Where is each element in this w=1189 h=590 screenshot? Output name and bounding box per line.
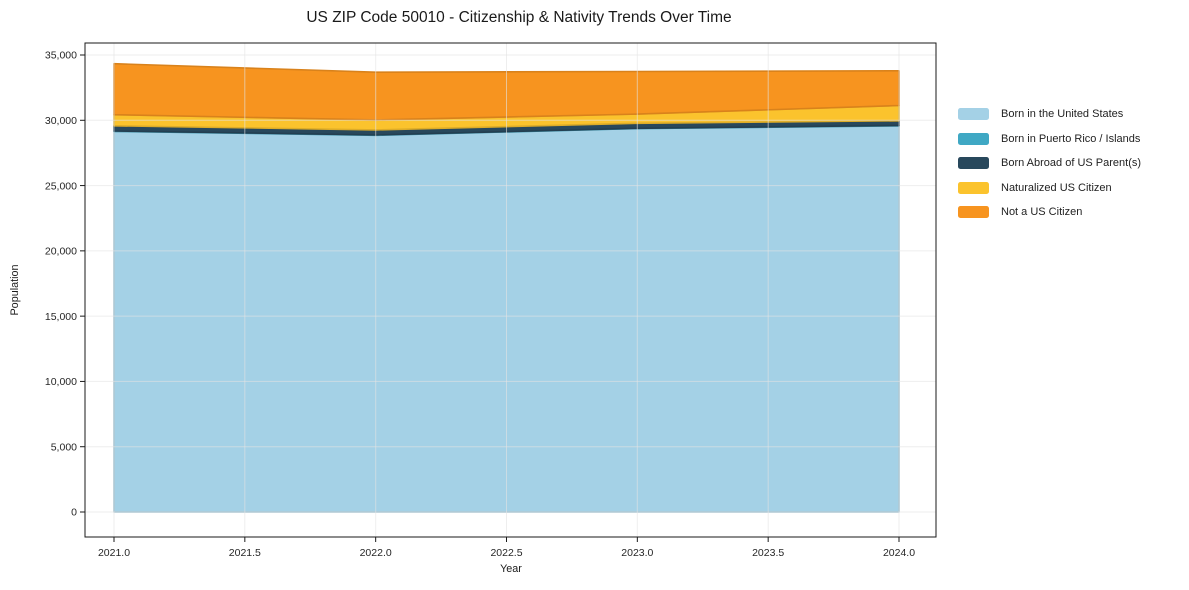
chart-title: US ZIP Code 50010 - Citizenship & Nativi… [306,9,732,26]
plot-border [84,42,937,538]
x-axis-title: Year [500,563,522,575]
x-tick-label: 2023.5 [752,547,784,559]
legend-item-not-a-us-citizen: Not a US Citizen [958,200,1141,225]
legend-swatch [958,157,989,170]
y-tick-label: 35,000 [45,50,77,62]
y-tick-label: 0 [71,507,77,519]
x-tick-label: 2021.5 [229,547,261,559]
legend-label: Born Abroad of US Parent(s) [1001,157,1142,170]
y-tick-label: 30,000 [45,115,77,127]
y-tick-label: 15,000 [45,311,77,323]
legend: Born in the United States Born in Puerto … [958,102,1141,225]
x-tick-label: 2022.0 [360,547,392,559]
legend-item-born-in-puerto-rico-islands: Born in Puerto Rico / Islands [958,127,1141,152]
legend-label: Naturalized US Citizen [1001,181,1112,194]
legend-label: Born in Puerto Rico / Islands [1001,132,1141,145]
x-tick-label: 2024.0 [883,547,915,559]
legend-label: Born in the United States [1001,108,1124,121]
legend-item-born-abroad-of-us-parent-s: Born Abroad of US Parent(s) [958,151,1141,176]
legend-swatch [958,108,989,121]
legend-item-naturalized-us-citizen: Naturalized US Citizen [958,176,1141,201]
y-tick-label: 25,000 [45,180,77,192]
legend-swatch [958,181,989,194]
x-tick-label: 2022.5 [490,547,522,559]
legend-label: Not a US Citizen [1001,206,1083,219]
x-tick-label: 2021.0 [98,547,130,559]
x-tick-label: 2023.0 [621,547,653,559]
legend-swatch [958,132,989,145]
legend-item-born-in-the-united-states: Born in the United States [958,102,1141,127]
y-tick-label: 5,000 [51,441,77,453]
legend-swatch [958,206,989,219]
y-tick-label: 10,000 [45,376,77,388]
y-tick-label: 20,000 [45,246,77,258]
y-axis-title: Population [9,264,21,316]
